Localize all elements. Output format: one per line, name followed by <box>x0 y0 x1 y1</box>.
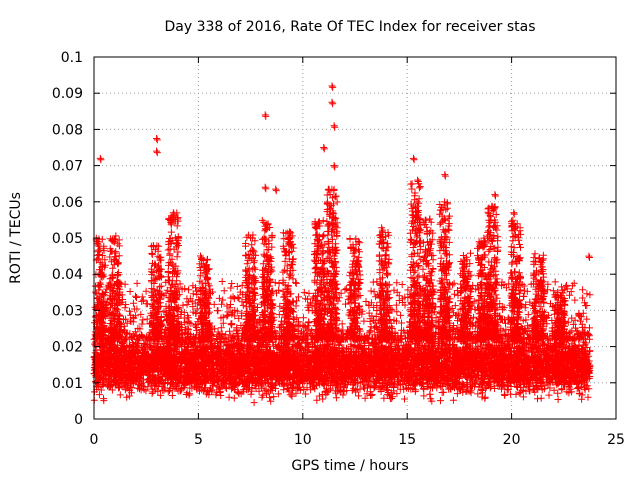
chart-title: Day 338 of 2016, Rate Of TEC Index for r… <box>164 19 535 35</box>
x-tick-label: 25 <box>607 432 625 448</box>
x-axis-label: GPS time / hours <box>291 458 408 474</box>
data-points <box>90 82 594 407</box>
y-tick-label: 0.07 <box>52 159 83 175</box>
y-tick-label: 0.1 <box>61 50 83 66</box>
y-tick-label: 0.01 <box>52 376 83 392</box>
y-tick-label: 0.05 <box>52 231 83 247</box>
scatter-markers <box>90 82 594 407</box>
y-tick-label: 0.02 <box>52 340 83 356</box>
x-tick-label: 15 <box>398 432 416 448</box>
x-tick-label: 20 <box>503 432 521 448</box>
x-tick-label: 5 <box>194 432 203 448</box>
y-tick-label: 0.06 <box>52 195 83 211</box>
x-tick-label: 0 <box>90 432 99 448</box>
x-tick-label: 10 <box>294 432 312 448</box>
y-axis-label: ROTI / TECUs <box>8 192 24 284</box>
y-tick-label: 0 <box>74 412 83 428</box>
axis-ticks: 0 5 10 15 20 25 0 0.01 0.02 0.03 0.04 0.05 0.06 0.07 0… <box>52 50 625 448</box>
y-tick-label: 0.04 <box>52 267 83 283</box>
y-tick-label: 0.09 <box>52 86 83 102</box>
y-tick-label: 0.08 <box>52 122 83 138</box>
y-tick-label: 0.03 <box>52 303 83 319</box>
